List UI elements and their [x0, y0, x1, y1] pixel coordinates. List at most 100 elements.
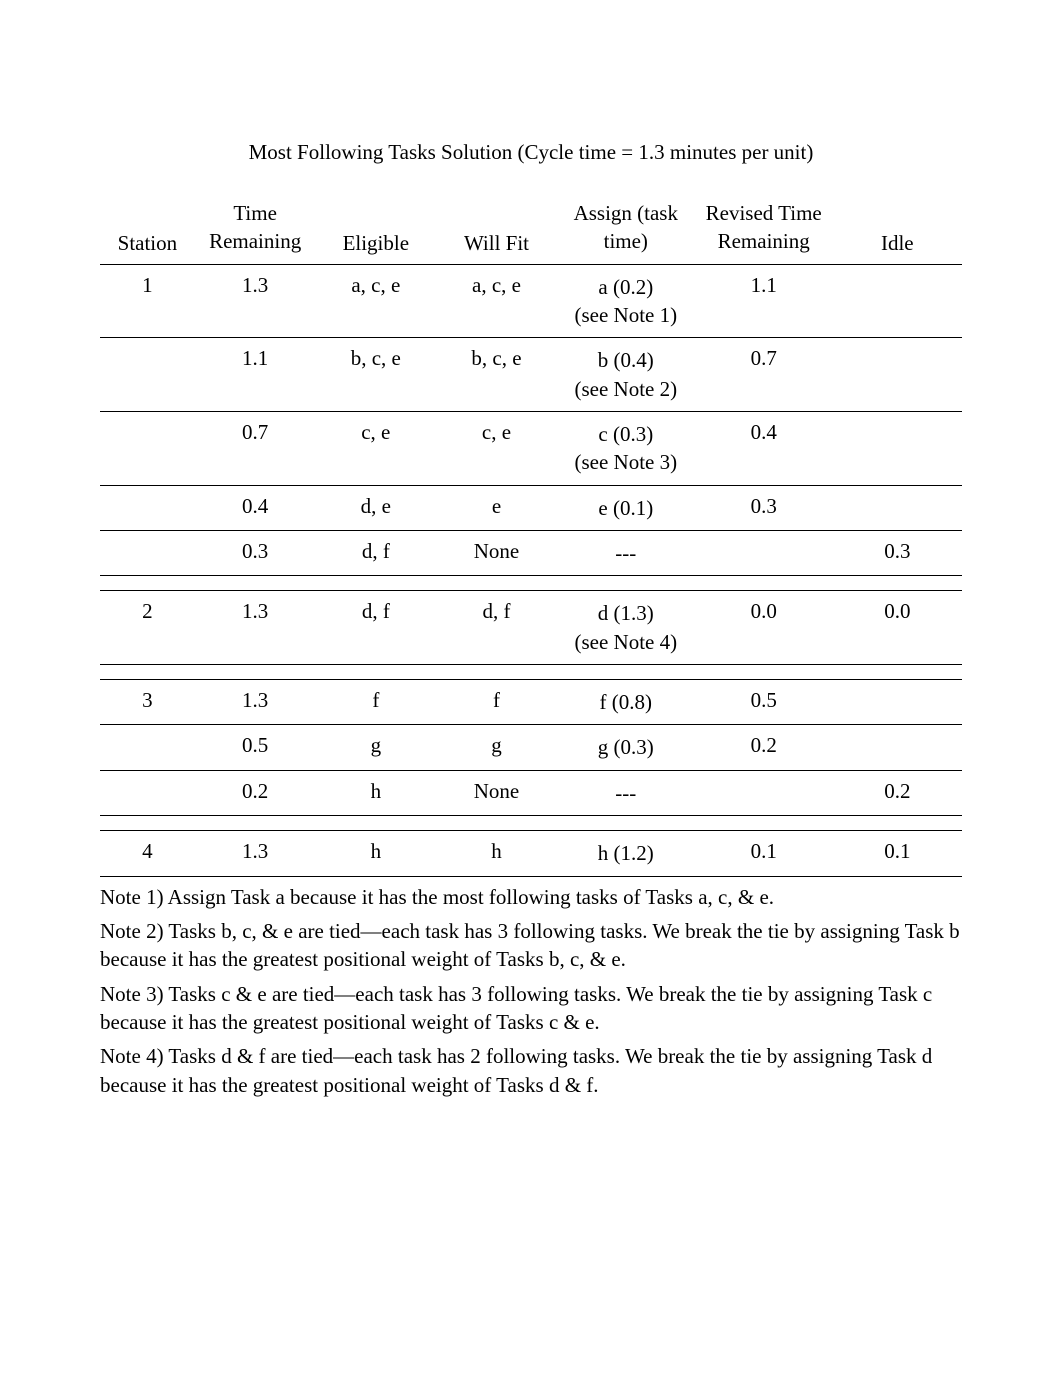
- cell-idle: [833, 412, 962, 486]
- table-row: 0.5ggg (0.3)0.2: [100, 725, 962, 770]
- cell-eligible: c, e: [315, 412, 436, 486]
- cell-time-remaining: 1.3: [195, 680, 316, 725]
- cell-idle: [833, 338, 962, 412]
- col-revised: Revised Time Remaining: [695, 193, 833, 264]
- assign-line1: e (0.1): [563, 494, 689, 522]
- cell-will-fit: None: [436, 770, 557, 815]
- cell-station: 2: [100, 591, 195, 665]
- spacer-cell: [557, 816, 695, 831]
- spacer-cell: [557, 665, 695, 680]
- cell-idle: [833, 725, 962, 770]
- table-row: 0.2hNone---0.2: [100, 770, 962, 815]
- cell-will-fit: e: [436, 485, 557, 530]
- cell-time-remaining: 0.4: [195, 485, 316, 530]
- spacer-cell: [695, 665, 833, 680]
- cell-eligible: f: [315, 680, 436, 725]
- table-row: 31.3fff (0.8)0.5: [100, 680, 962, 725]
- spacer-cell: [195, 816, 316, 831]
- note-3: Note 3) Tasks c & e are tied—each task h…: [100, 980, 962, 1037]
- cell-time-remaining: 1.3: [195, 591, 316, 665]
- spacer-cell: [833, 816, 962, 831]
- table-row: [100, 576, 962, 591]
- table-row: 21.3d, fd, fd (1.3)(see Note 4)0.00.0: [100, 591, 962, 665]
- cell-time-remaining: 0.7: [195, 412, 316, 486]
- cell-eligible: d, f: [315, 591, 436, 665]
- cell-idle: 0.2: [833, 770, 962, 815]
- cell-assign: d (1.3)(see Note 4): [557, 591, 695, 665]
- cell-eligible: a, c, e: [315, 264, 436, 338]
- cell-assign: a (0.2)(see Note 1): [557, 264, 695, 338]
- notes-section: Note 1) Assign Task a because it has the…: [100, 883, 962, 1099]
- cell-idle: 0.3: [833, 531, 962, 576]
- table-row: 0.4d, eee (0.1)0.3: [100, 485, 962, 530]
- cell-will-fit: b, c, e: [436, 338, 557, 412]
- assign-line1: ---: [563, 539, 689, 567]
- assign-line1: b (0.4): [563, 346, 689, 374]
- cell-time-remaining: 1.1: [195, 338, 316, 412]
- cell-will-fit: d, f: [436, 591, 557, 665]
- cell-station: [100, 338, 195, 412]
- cell-revised: 1.1: [695, 264, 833, 338]
- cell-revised: 0.4: [695, 412, 833, 486]
- note-2: Note 2) Tasks b, c, & e are tied—each ta…: [100, 917, 962, 974]
- assign-line2: (see Note 2): [563, 375, 689, 403]
- cell-station: 3: [100, 680, 195, 725]
- assign-line1: g (0.3): [563, 733, 689, 761]
- cell-revised: 0.5: [695, 680, 833, 725]
- cell-station: [100, 770, 195, 815]
- table-body: 11.3a, c, ea, c, ea (0.2)(see Note 1)1.1…: [100, 264, 962, 876]
- cell-will-fit: None: [436, 531, 557, 576]
- spacer-cell: [315, 816, 436, 831]
- cell-will-fit: g: [436, 725, 557, 770]
- spacer-cell: [833, 576, 962, 591]
- cell-station: 4: [100, 831, 195, 876]
- table-row: [100, 665, 962, 680]
- assign-line1: h (1.2): [563, 839, 689, 867]
- table-row: 0.3d, fNone---0.3: [100, 531, 962, 576]
- cell-revised: 0.2: [695, 725, 833, 770]
- spacer-cell: [436, 665, 557, 680]
- col-assign: Assign (task time): [557, 193, 695, 264]
- cell-revised: [695, 770, 833, 815]
- col-time-remaining: Time Remaining: [195, 193, 316, 264]
- cell-station: 1: [100, 264, 195, 338]
- cell-revised: 0.7: [695, 338, 833, 412]
- cell-eligible: g: [315, 725, 436, 770]
- table-row: 1.1b, c, eb, c, eb (0.4)(see Note 2)0.7: [100, 338, 962, 412]
- cell-time-remaining: 1.3: [195, 264, 316, 338]
- spacer-cell: [100, 816, 195, 831]
- cell-assign: f (0.8): [557, 680, 695, 725]
- cell-idle: [833, 680, 962, 725]
- cell-idle: 0.0: [833, 591, 962, 665]
- col-will-fit: Will Fit: [436, 193, 557, 264]
- cell-assign: c (0.3)(see Note 3): [557, 412, 695, 486]
- assign-line1: d (1.3): [563, 599, 689, 627]
- spacer-cell: [436, 816, 557, 831]
- col-idle: Idle: [833, 193, 962, 264]
- cell-revised: 0.3: [695, 485, 833, 530]
- cell-eligible: h: [315, 831, 436, 876]
- spacer-cell: [100, 665, 195, 680]
- cell-assign: e (0.1): [557, 485, 695, 530]
- cell-will-fit: c, e: [436, 412, 557, 486]
- assign-line2: (see Note 3): [563, 448, 689, 476]
- cell-time-remaining: 0.2: [195, 770, 316, 815]
- note-4: Note 4) Tasks d & f are tied—each task h…: [100, 1042, 962, 1099]
- cell-eligible: d, e: [315, 485, 436, 530]
- cell-will-fit: f: [436, 680, 557, 725]
- spacer-cell: [436, 576, 557, 591]
- spacer-cell: [195, 665, 316, 680]
- table-row: 11.3a, c, ea, c, ea (0.2)(see Note 1)1.1: [100, 264, 962, 338]
- assign-line1: c (0.3): [563, 420, 689, 448]
- cell-station: [100, 725, 195, 770]
- spacer-cell: [195, 576, 316, 591]
- col-eligible: Eligible: [315, 193, 436, 264]
- spacer-cell: [315, 665, 436, 680]
- spacer-cell: [695, 576, 833, 591]
- table-row: 41.3hhh (1.2)0.10.1: [100, 831, 962, 876]
- cell-revised: 0.0: [695, 591, 833, 665]
- cell-time-remaining: 0.3: [195, 531, 316, 576]
- cell-will-fit: h: [436, 831, 557, 876]
- assign-line1: ---: [563, 779, 689, 807]
- cell-revised: [695, 531, 833, 576]
